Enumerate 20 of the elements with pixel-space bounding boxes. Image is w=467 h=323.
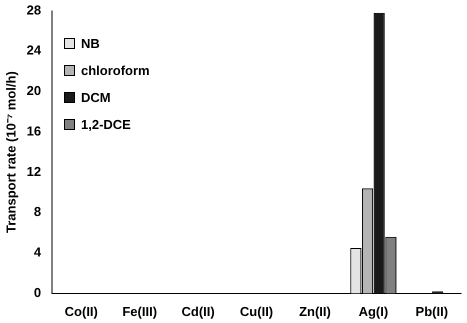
legend-label: DCM bbox=[81, 90, 111, 105]
y-tick-label: 4 bbox=[34, 244, 42, 260]
y-tick-label: 24 bbox=[26, 42, 42, 58]
legend-label: 1,2-DCE bbox=[81, 117, 131, 132]
y-tick-label: 12 bbox=[26, 164, 42, 179]
y-tick-label: 8 bbox=[34, 204, 42, 220]
x-tick-label: Co(II) bbox=[64, 304, 98, 319]
y-tick-label: 28 bbox=[26, 2, 42, 18]
legend-label: NB bbox=[81, 36, 100, 51]
y-axis-title: Transport rate (10⁻⁷ mol/h) bbox=[3, 71, 18, 233]
x-tick-label: Cd(II) bbox=[182, 304, 215, 319]
y-tick-label: 16 bbox=[26, 123, 42, 138]
legend-label: chloroform bbox=[81, 63, 150, 78]
x-tick-label: Cu(II) bbox=[240, 304, 274, 319]
x-tick-label: Zn(II) bbox=[299, 304, 331, 319]
x-tick-label: Fe(III) bbox=[122, 304, 158, 319]
y-tick-label: 20 bbox=[26, 83, 42, 98]
x-tick-label: Pb(II) bbox=[416, 304, 448, 319]
y-tick-label: 0 bbox=[34, 284, 42, 300]
x-tick-label: Ag(I) bbox=[358, 304, 388, 319]
